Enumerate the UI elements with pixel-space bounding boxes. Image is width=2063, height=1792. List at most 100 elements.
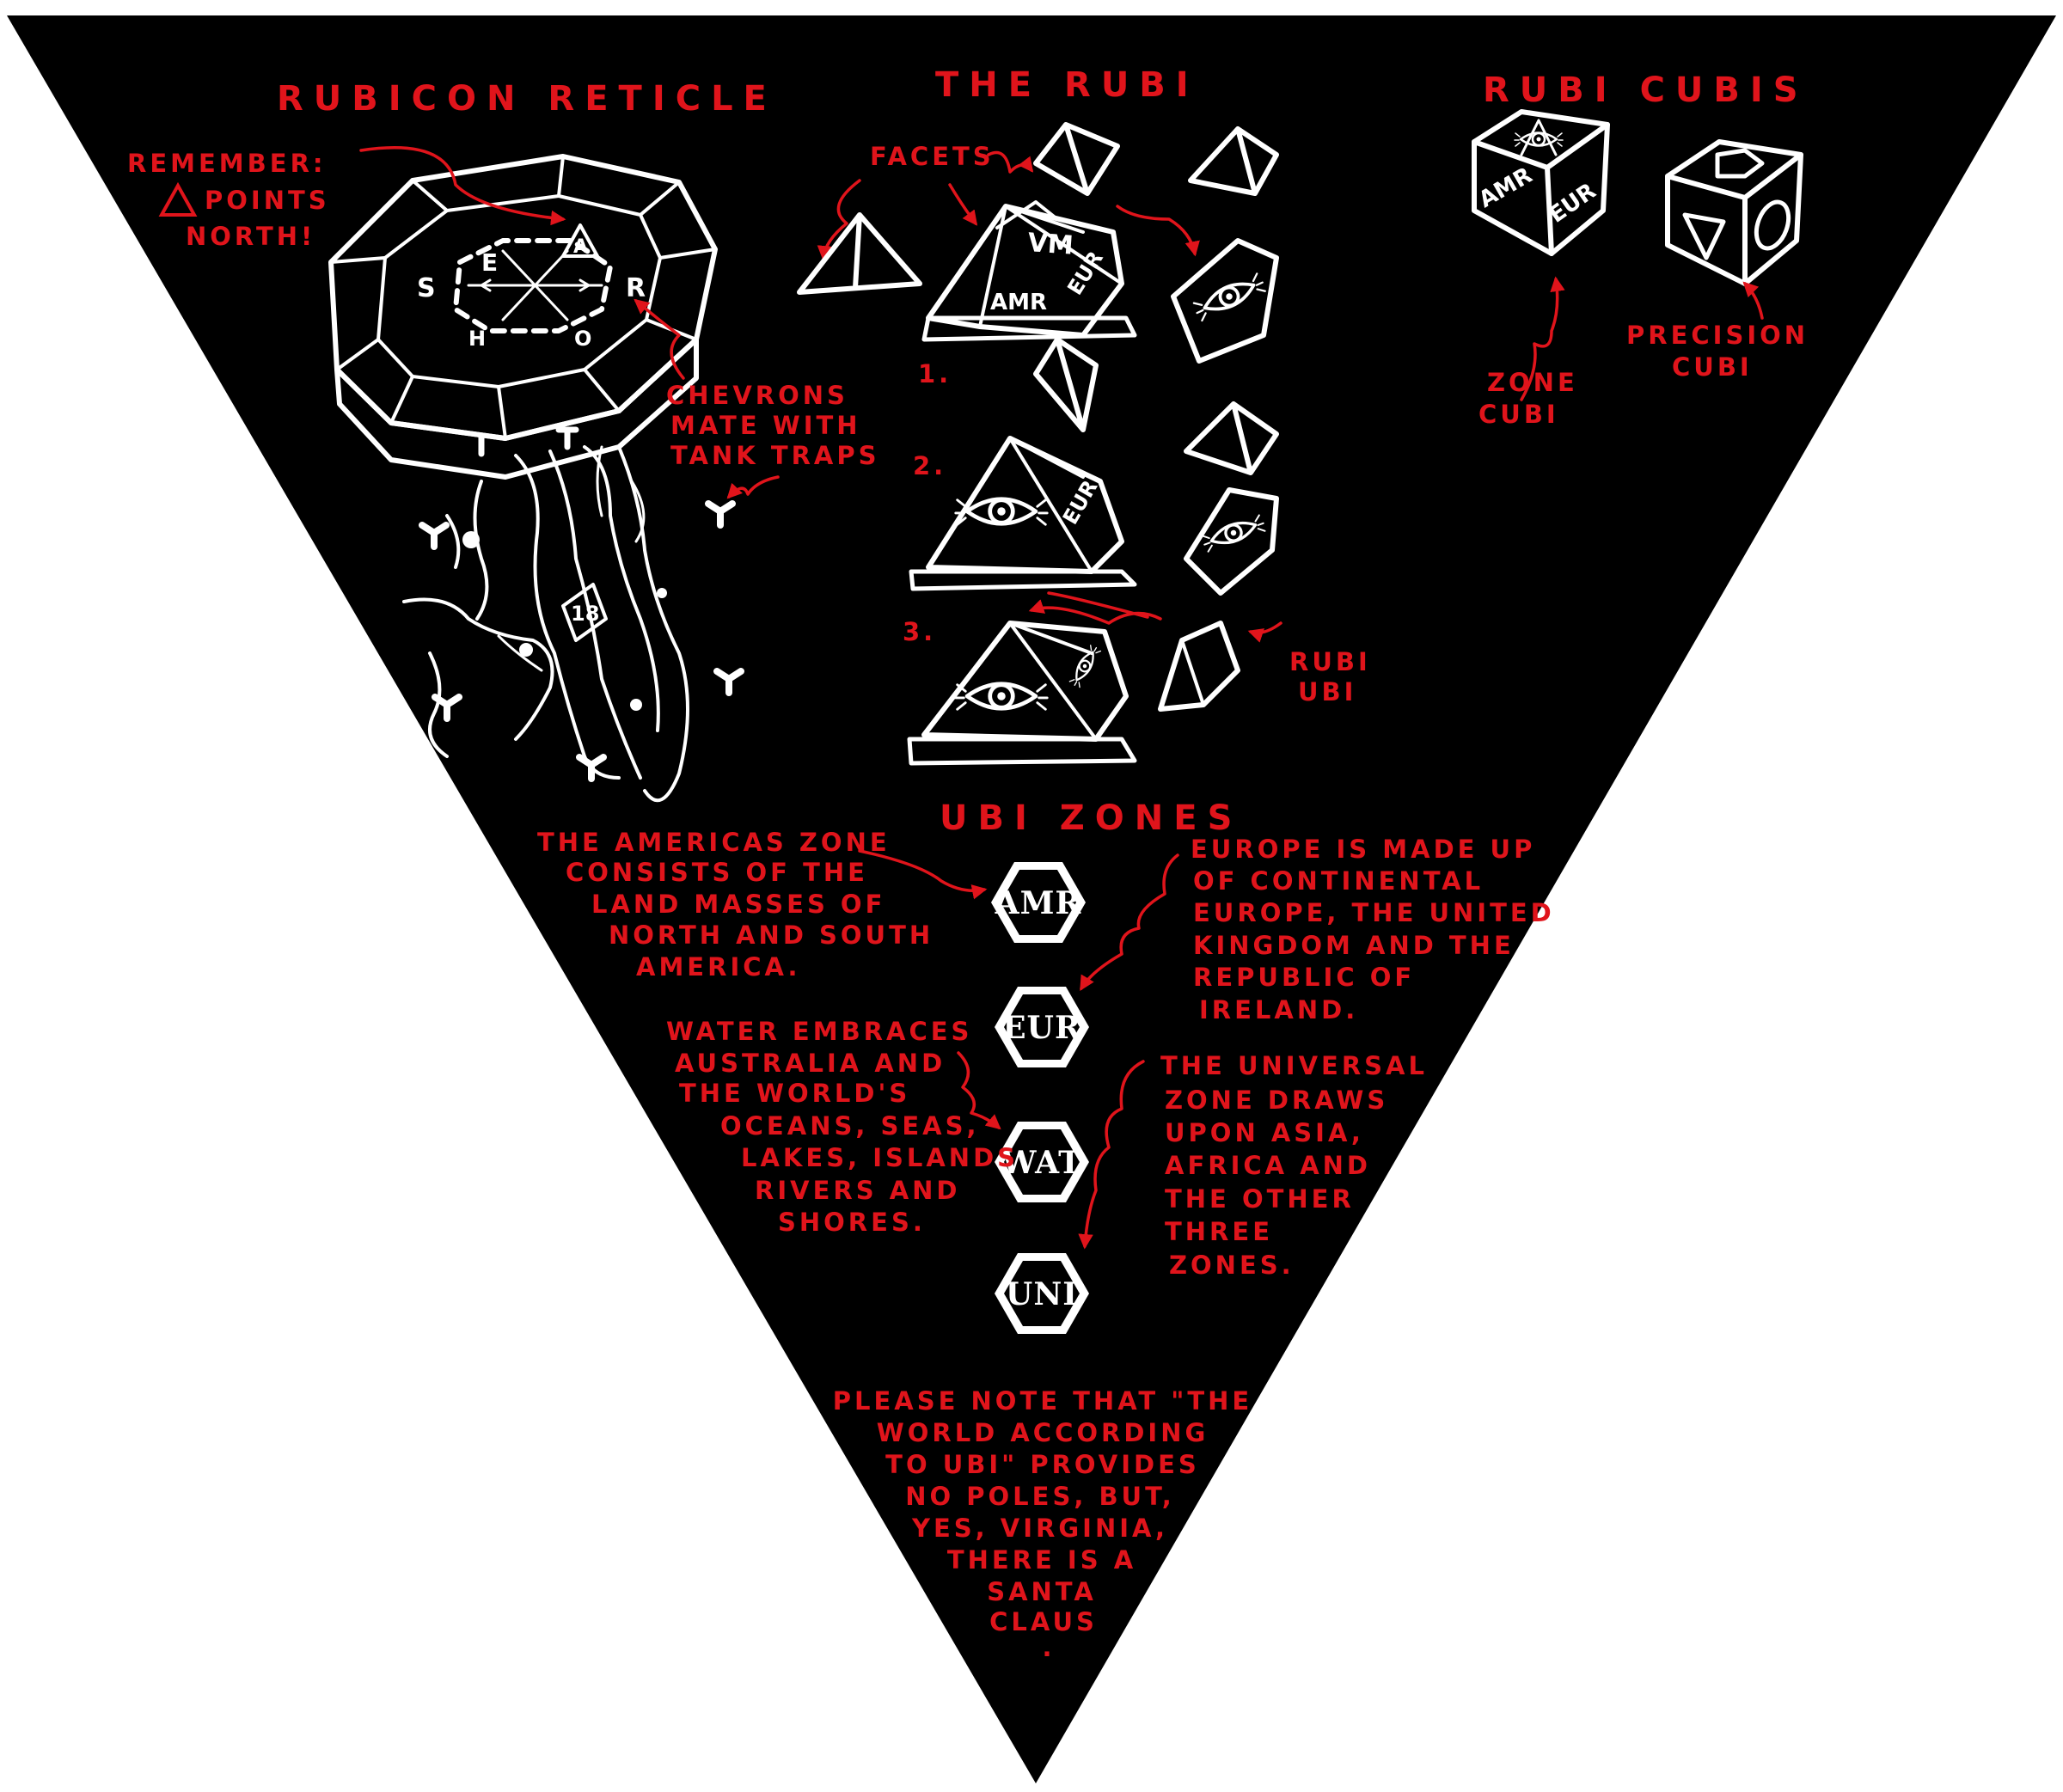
water-line: WATER EMBRACES: [666, 1017, 972, 1046]
chevrons-note: CHEVRONS MATE WITH TANK TRAPS: [666, 381, 880, 470]
rubi-step-3: [907, 621, 1137, 766]
precision-cubi-label: PRECISION CUBI: [1626, 321, 1809, 382]
zone-hex-label: UNI: [1006, 1276, 1078, 1312]
reticle-north-triangle-icon: [561, 223, 599, 258]
europe-line: OF CONTINENTAL: [1193, 866, 1484, 896]
footnote-line: PLEASE NOTE THAT "THE: [833, 1386, 1253, 1416]
north-triangle-icon: [158, 181, 198, 217]
chevrons-line: MATE WITH: [670, 411, 861, 440]
zone-hex-uni: UNI: [995, 1253, 1089, 1334]
universal-line: THREE: [1165, 1217, 1273, 1246]
water-line: SHORES.: [778, 1208, 926, 1237]
universal-line: AFRICA AND: [1165, 1151, 1371, 1180]
footnote-line: SANTA: [987, 1577, 1097, 1606]
universal-note: THE UNIVERSAL ZONE DRAWS UPON ASIA, AFRI…: [1160, 1051, 1428, 1280]
water-note: WATER EMBRACES AUSTRALIA AND THE WORLD'S…: [666, 1017, 1019, 1237]
step-label: 1.: [918, 359, 952, 388]
footnote-line: THERE IS A: [947, 1545, 1136, 1575]
water-line: THE WORLD'S: [679, 1079, 910, 1108]
step-label: 3.: [903, 617, 936, 646]
zone-cubi-arrow: [1520, 276, 1565, 401]
remember-line: REMEMBER:: [127, 149, 327, 178]
water-line: AUSTRALIA AND: [675, 1049, 946, 1078]
universal-line: THE OTHER: [1165, 1184, 1355, 1214]
universal-arrow: [1078, 1060, 1145, 1250]
universal-line: ZONE DRAWS: [1165, 1086, 1388, 1115]
rubi-ubi-piece: [1158, 621, 1240, 712]
facet-pieces: [797, 122, 1279, 475]
footnote-line: NO POLES, BUT,: [905, 1482, 1175, 1511]
precision-cubi-arrow: [1742, 281, 1764, 320]
footnote-line: YES, VIRGINIA,: [911, 1514, 1168, 1543]
zone-cubi-label: ZONE CUBI: [1478, 368, 1578, 429]
footnote-line: WORLD ACCORDING: [877, 1418, 1209, 1447]
rubi-ubi-line: RUBI: [1289, 647, 1371, 676]
compass-letter-h: H: [468, 327, 486, 351]
compass-letter-s: S: [417, 273, 436, 303]
rubi-title: THE RUBI: [935, 65, 1199, 105]
americas-note: THE AMERICAS ZONE CONSISTS OF THE LAND M…: [537, 828, 934, 982]
europe-line: REPUBLIC OF: [1193, 963, 1415, 992]
tank-trap-arrow: [726, 475, 780, 499]
precision-cubi-line: CUBI: [1672, 352, 1753, 382]
chevrons-arrow: [634, 298, 685, 380]
facets-arrow-left: [817, 179, 861, 261]
zone-hex-label: WAT: [1001, 1145, 1082, 1181]
europe-line: KINGDOM AND THE: [1193, 931, 1515, 960]
americas-line: CONSISTS OF THE: [566, 858, 868, 887]
rubi-ubi-label: RUBI UBI: [1289, 647, 1371, 706]
step-label: 2.: [913, 451, 946, 480]
water-arrow: [957, 1051, 1001, 1130]
base-label-bottom: AMR: [990, 290, 1047, 315]
universal-line: UPON ASIA,: [1165, 1118, 1364, 1147]
map-number: 18: [571, 602, 599, 626]
remember-arrow: [359, 146, 566, 226]
cubis-title: RUBI CUBIS: [1483, 70, 1809, 110]
footnote-line: TO UBI" PROVIDES: [885, 1450, 1200, 1479]
eye-facet-piece-2: [1184, 487, 1279, 596]
water-line: LAKES, ISLANDS: [741, 1143, 1019, 1172]
zone-hex-eur: EUR: [995, 987, 1089, 1067]
remember-line: POINTS: [205, 186, 330, 215]
zone-cubi-line: ZONE: [1487, 368, 1578, 397]
europe-line: IRELAND.: [1199, 995, 1358, 1024]
footnote-line: .: [1042, 1633, 1055, 1662]
compass-letter-a: A: [573, 236, 588, 258]
reticle-hexagon-drawing: E A S R H O: [328, 154, 718, 480]
precision-cubi-cube: [1665, 139, 1803, 286]
rubi-ubi-arrow-tail: [1047, 591, 1149, 619]
facets-label: FACETS: [870, 142, 995, 171]
remember-note: REMEMBER: POINTS NORTH!: [127, 149, 330, 251]
eye-facet-arrow: [1116, 205, 1200, 257]
chevrons-line: TANK TRAPS: [670, 441, 880, 470]
water-line: RIVERS AND: [755, 1176, 960, 1205]
facets-arrow-mid: [948, 183, 978, 226]
universal-line: THE UNIVERSAL: [1160, 1051, 1428, 1080]
footnote: PLEASE NOTE THAT "THE WORLD ACCORDING TO…: [833, 1386, 1253, 1662]
precision-cubi-line: PRECISION: [1626, 321, 1809, 350]
reticle-title: RUBICON RETICLE: [277, 79, 777, 119]
zone-hex-wat: WAT: [995, 1122, 1089, 1202]
europe-note: EUROPE IS MADE UP OF CONTINENTAL EUROPE,…: [1191, 835, 1555, 1024]
americas-line: AMERICA.: [636, 952, 801, 982]
compass-letter-e: E: [481, 248, 498, 277]
americas-line: LAND MASSES OF: [591, 890, 885, 919]
remember-line: NORTH!: [186, 222, 315, 251]
rubi-ubi-arrow: [1028, 599, 1162, 625]
water-line: OCEANS, SEAS,: [720, 1111, 980, 1141]
eye-facet-piece: [1171, 238, 1279, 364]
rubi-step-1: VM EUR AMR: [921, 200, 1137, 342]
universal-line: ZONES.: [1169, 1251, 1295, 1280]
europe-line: EUROPE IS MADE UP: [1191, 835, 1535, 864]
zones-title: UBI ZONES: [940, 798, 1242, 838]
chevrons-line: CHEVRONS: [666, 381, 848, 410]
americas-line: NORTH AND SOUTH: [609, 920, 934, 950]
zone-cubi-line: CUBI: [1478, 400, 1559, 429]
base-label-top: VM: [1026, 228, 1074, 261]
rubi-ubi-line: UBI: [1298, 677, 1356, 706]
footnote-line: CLAUS: [989, 1607, 1098, 1636]
zone-hex-label: EUR: [1002, 1010, 1081, 1046]
europe-line: EUROPE, THE UNITED: [1193, 898, 1555, 927]
